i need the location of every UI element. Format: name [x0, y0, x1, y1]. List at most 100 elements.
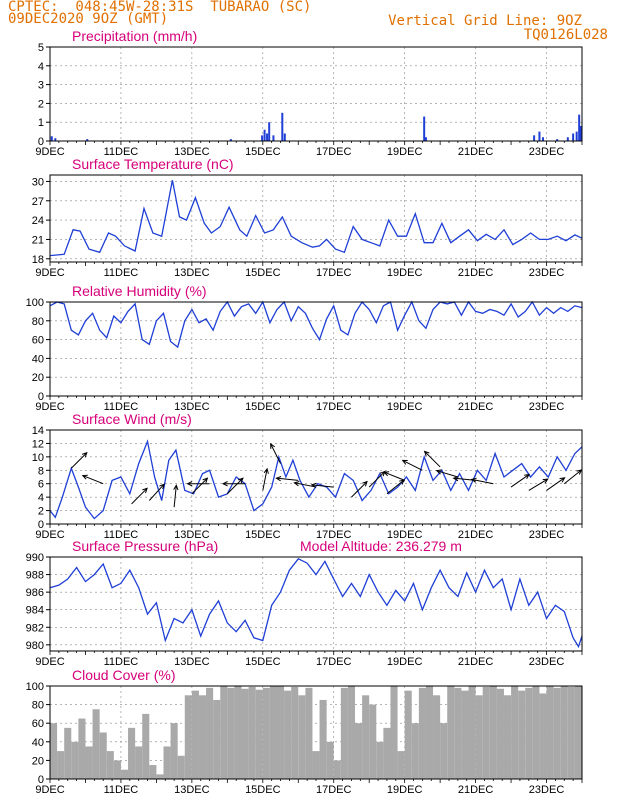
cloud-cover-bar: [220, 686, 228, 779]
cloud-cover-bar: [269, 686, 277, 779]
cloud-cover-bar: [99, 732, 107, 779]
precip-title: Precipitation (mm/h): [72, 28, 197, 44]
rh-series-line: [49, 300, 583, 349]
panel-frame: [49, 46, 583, 142]
wind-arrow-head: [173, 484, 179, 491]
wind-arrow: [384, 471, 405, 481]
wind-arrow-head: [452, 476, 459, 482]
cloud-cover-bar: [191, 690, 199, 779]
x-tick-label: 13DEC: [174, 401, 210, 413]
cloud-cover-bar: [57, 751, 65, 779]
cloud-cover-bar: [567, 686, 575, 779]
wind-arrow-head: [470, 477, 477, 483]
y-tick-label: 0: [38, 391, 44, 403]
cloud-cover-bar: [120, 769, 129, 779]
x-tick-label: 9DEC: [35, 529, 64, 541]
x-tick-label: 17DEC: [316, 401, 352, 413]
precip-bar: [423, 116, 426, 141]
cloud-cover-bar: [276, 686, 285, 779]
x-tick-label: 11DEC: [104, 784, 139, 796]
cloud-cover-bar: [418, 687, 426, 779]
y-tick-label: 10: [32, 452, 44, 464]
cloud-cover-bar: [156, 774, 164, 779]
cloud-cover-bar: [248, 686, 256, 779]
x-tick-label: 15DEC: [245, 401, 281, 413]
cloud-cover-bar: [312, 751, 320, 779]
wind-arrow-head: [379, 470, 386, 477]
model-altitude-label: Model Altitude: 236.279 m: [300, 538, 462, 554]
cloud-cover-bar: [291, 686, 299, 779]
precip-bar: [263, 129, 266, 141]
y-tick-label: 0: [38, 774, 44, 786]
y-tick-label: 8: [38, 465, 44, 477]
y-tick-label: 14: [32, 425, 44, 437]
y-tick-label: 100: [26, 681, 44, 693]
cloud-cover-bar: [128, 727, 136, 779]
cloud-cover-bar: [347, 686, 356, 779]
x-tick-label: 21DEC: [458, 401, 494, 413]
y-tick-label: 60: [32, 335, 44, 347]
cloud-cover-bar: [227, 687, 235, 779]
y-tick-label: 12: [32, 438, 44, 450]
cloud-cover-bar: [106, 751, 114, 779]
cloud-cover-bar: [397, 751, 405, 779]
y-tick-label: 30: [32, 176, 44, 188]
cloud-cover-bar: [113, 760, 121, 779]
cloud-cover-bar: [50, 723, 58, 779]
cloud-cover-bar: [489, 686, 497, 779]
x-tick-label: 19DEC: [387, 784, 423, 796]
x-tick-label: 19DEC: [387, 529, 423, 541]
y-tick-label: 21: [32, 234, 44, 246]
precip-bar: [281, 112, 284, 141]
wind-arrow-head: [383, 471, 390, 477]
precip-bar: [268, 122, 271, 141]
x-tick-label: 11DEC: [104, 656, 139, 668]
cloud-cover-bar: [198, 695, 207, 779]
cloud-cover-bar: [206, 687, 214, 779]
wind-arrow: [402, 459, 423, 471]
wind-arrow: [173, 485, 177, 508]
x-tick-label: 23DEC: [529, 401, 565, 413]
cloud-cover-bar: [411, 723, 419, 779]
wind-arrow-head: [142, 487, 148, 494]
cloud-cover-bar: [553, 687, 561, 779]
cloud-cover-bar: [447, 686, 455, 779]
cloud-title: Cloud Cover (%): [72, 667, 175, 683]
y-tick-label: 982: [26, 622, 44, 634]
wind-arrow: [471, 478, 494, 485]
x-tick-label: 15DEC: [245, 529, 281, 541]
cloud-cover-bar: [404, 690, 412, 779]
y-tick-label: 984: [26, 605, 44, 617]
cloud-cover-bar: [518, 690, 526, 779]
wind-arrow-head: [263, 467, 269, 474]
y-tick-label: 986: [26, 587, 44, 599]
precip-bar: [54, 138, 57, 141]
y-tick-label: 80: [32, 316, 44, 328]
y-tick-label: 0: [38, 136, 44, 148]
panel-frame: [49, 301, 583, 397]
x-tick-label: 9DEC: [35, 267, 64, 279]
precip-bar: [575, 131, 578, 141]
y-tick-label: 5: [38, 42, 44, 54]
wind-arrow-head: [310, 482, 317, 488]
cloud-cover-bar: [142, 713, 150, 779]
x-tick-label: 21DEC: [458, 529, 494, 541]
wind-arrow: [294, 482, 317, 488]
wind-arrow: [311, 484, 334, 488]
cloud-cover-bar: [369, 704, 377, 779]
y-tick-label: 1: [38, 117, 44, 129]
cloud-cover-bar: [546, 686, 554, 779]
x-tick-label: 17DEC: [316, 529, 352, 541]
wind-arrow-head: [221, 481, 228, 487]
y-tick-label: 0: [38, 519, 44, 531]
y-tick-label: 980: [26, 640, 44, 652]
wind-series-line: [49, 439, 583, 520]
header-station: CPTEC: 048:45W-28:31S TUBARAO (SC): [8, 0, 312, 15]
precip-bar: [50, 136, 53, 141]
precip-bar: [266, 133, 269, 141]
y-tick-label: 60: [32, 718, 44, 730]
x-tick-label: 11DEC: [104, 146, 139, 158]
cloud-cover-bar: [85, 746, 93, 779]
press-series-line: [49, 557, 583, 649]
x-tick-label: 23DEC: [529, 267, 565, 279]
